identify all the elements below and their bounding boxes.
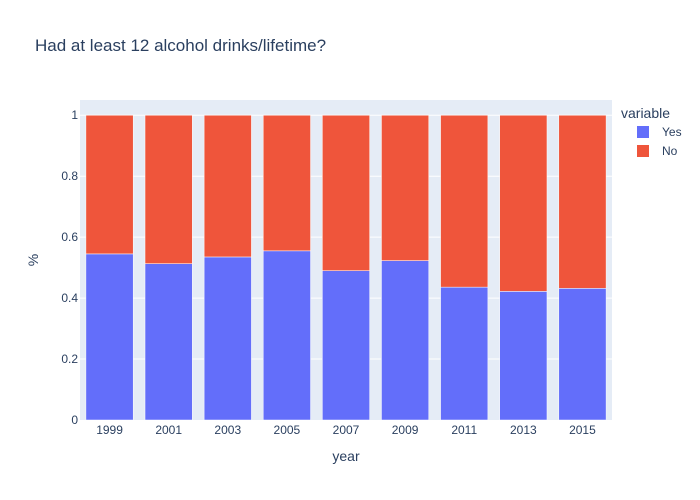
bar-no-2009 bbox=[381, 114, 430, 261]
bar-yes-2009 bbox=[381, 260, 430, 421]
y-tick-label: 0.8 bbox=[61, 169, 78, 183]
bar-no-1999 bbox=[85, 114, 134, 255]
bar-yes-2001 bbox=[144, 263, 193, 421]
bar-yes-2007 bbox=[322, 270, 370, 421]
x-tick-label: 2013 bbox=[510, 423, 537, 437]
y-tick-label: 0.6 bbox=[61, 230, 78, 244]
bar-yes-2015 bbox=[558, 288, 607, 421]
y-axis-title: % bbox=[25, 254, 41, 266]
x-tick-label: 2003 bbox=[214, 423, 241, 437]
bar-yes-2011 bbox=[440, 286, 489, 421]
x-tick-label: 2001 bbox=[155, 423, 182, 437]
bar-no-2015 bbox=[558, 114, 607, 289]
legend-label-yes: Yes bbox=[662, 125, 682, 139]
y-tick-label: 0 bbox=[71, 413, 78, 427]
x-tick-label: 1999 bbox=[96, 423, 123, 437]
x-axis-ticks: 1999 2001 2003 2005 2007 2009 2011 2013 2015 bbox=[96, 423, 596, 437]
bar-no-2005 bbox=[262, 114, 311, 252]
bar-no-2013 bbox=[499, 114, 548, 292]
chart-title: Had at least 12 alcohol drinks/lifetime? bbox=[35, 36, 326, 55]
x-tick-label: 2011 bbox=[451, 423, 477, 437]
legend-title: variable bbox=[621, 105, 670, 121]
y-tick-label: 0.2 bbox=[61, 352, 78, 366]
x-tick-label: 2009 bbox=[392, 423, 419, 437]
legend-label-no: No bbox=[662, 144, 678, 158]
bar-yes-2013 bbox=[499, 291, 548, 421]
bar-no-2003 bbox=[203, 114, 252, 258]
legend-swatch-yes bbox=[637, 126, 649, 138]
legend: variable Yes No bbox=[621, 105, 682, 158]
x-tick-label: 2007 bbox=[333, 423, 360, 437]
y-tick-label: 1 bbox=[71, 108, 78, 122]
bar-no-2007 bbox=[322, 114, 370, 271]
legend-swatch-no bbox=[637, 145, 649, 157]
bar-yes-1999 bbox=[85, 253, 134, 421]
bar-no-2011 bbox=[440, 114, 489, 288]
x-axis-title: year bbox=[332, 448, 360, 464]
bar-no-2001 bbox=[144, 114, 193, 264]
bars bbox=[85, 114, 607, 421]
x-tick-label: 2005 bbox=[274, 423, 301, 437]
bar-yes-2005 bbox=[262, 250, 311, 421]
bar-yes-2003 bbox=[203, 256, 252, 421]
x-tick-label: 2015 bbox=[569, 423, 596, 437]
y-tick-label: 0.4 bbox=[61, 291, 78, 305]
y-axis-ticks: 0 0.2 0.4 0.6 0.8 1 bbox=[61, 108, 78, 427]
